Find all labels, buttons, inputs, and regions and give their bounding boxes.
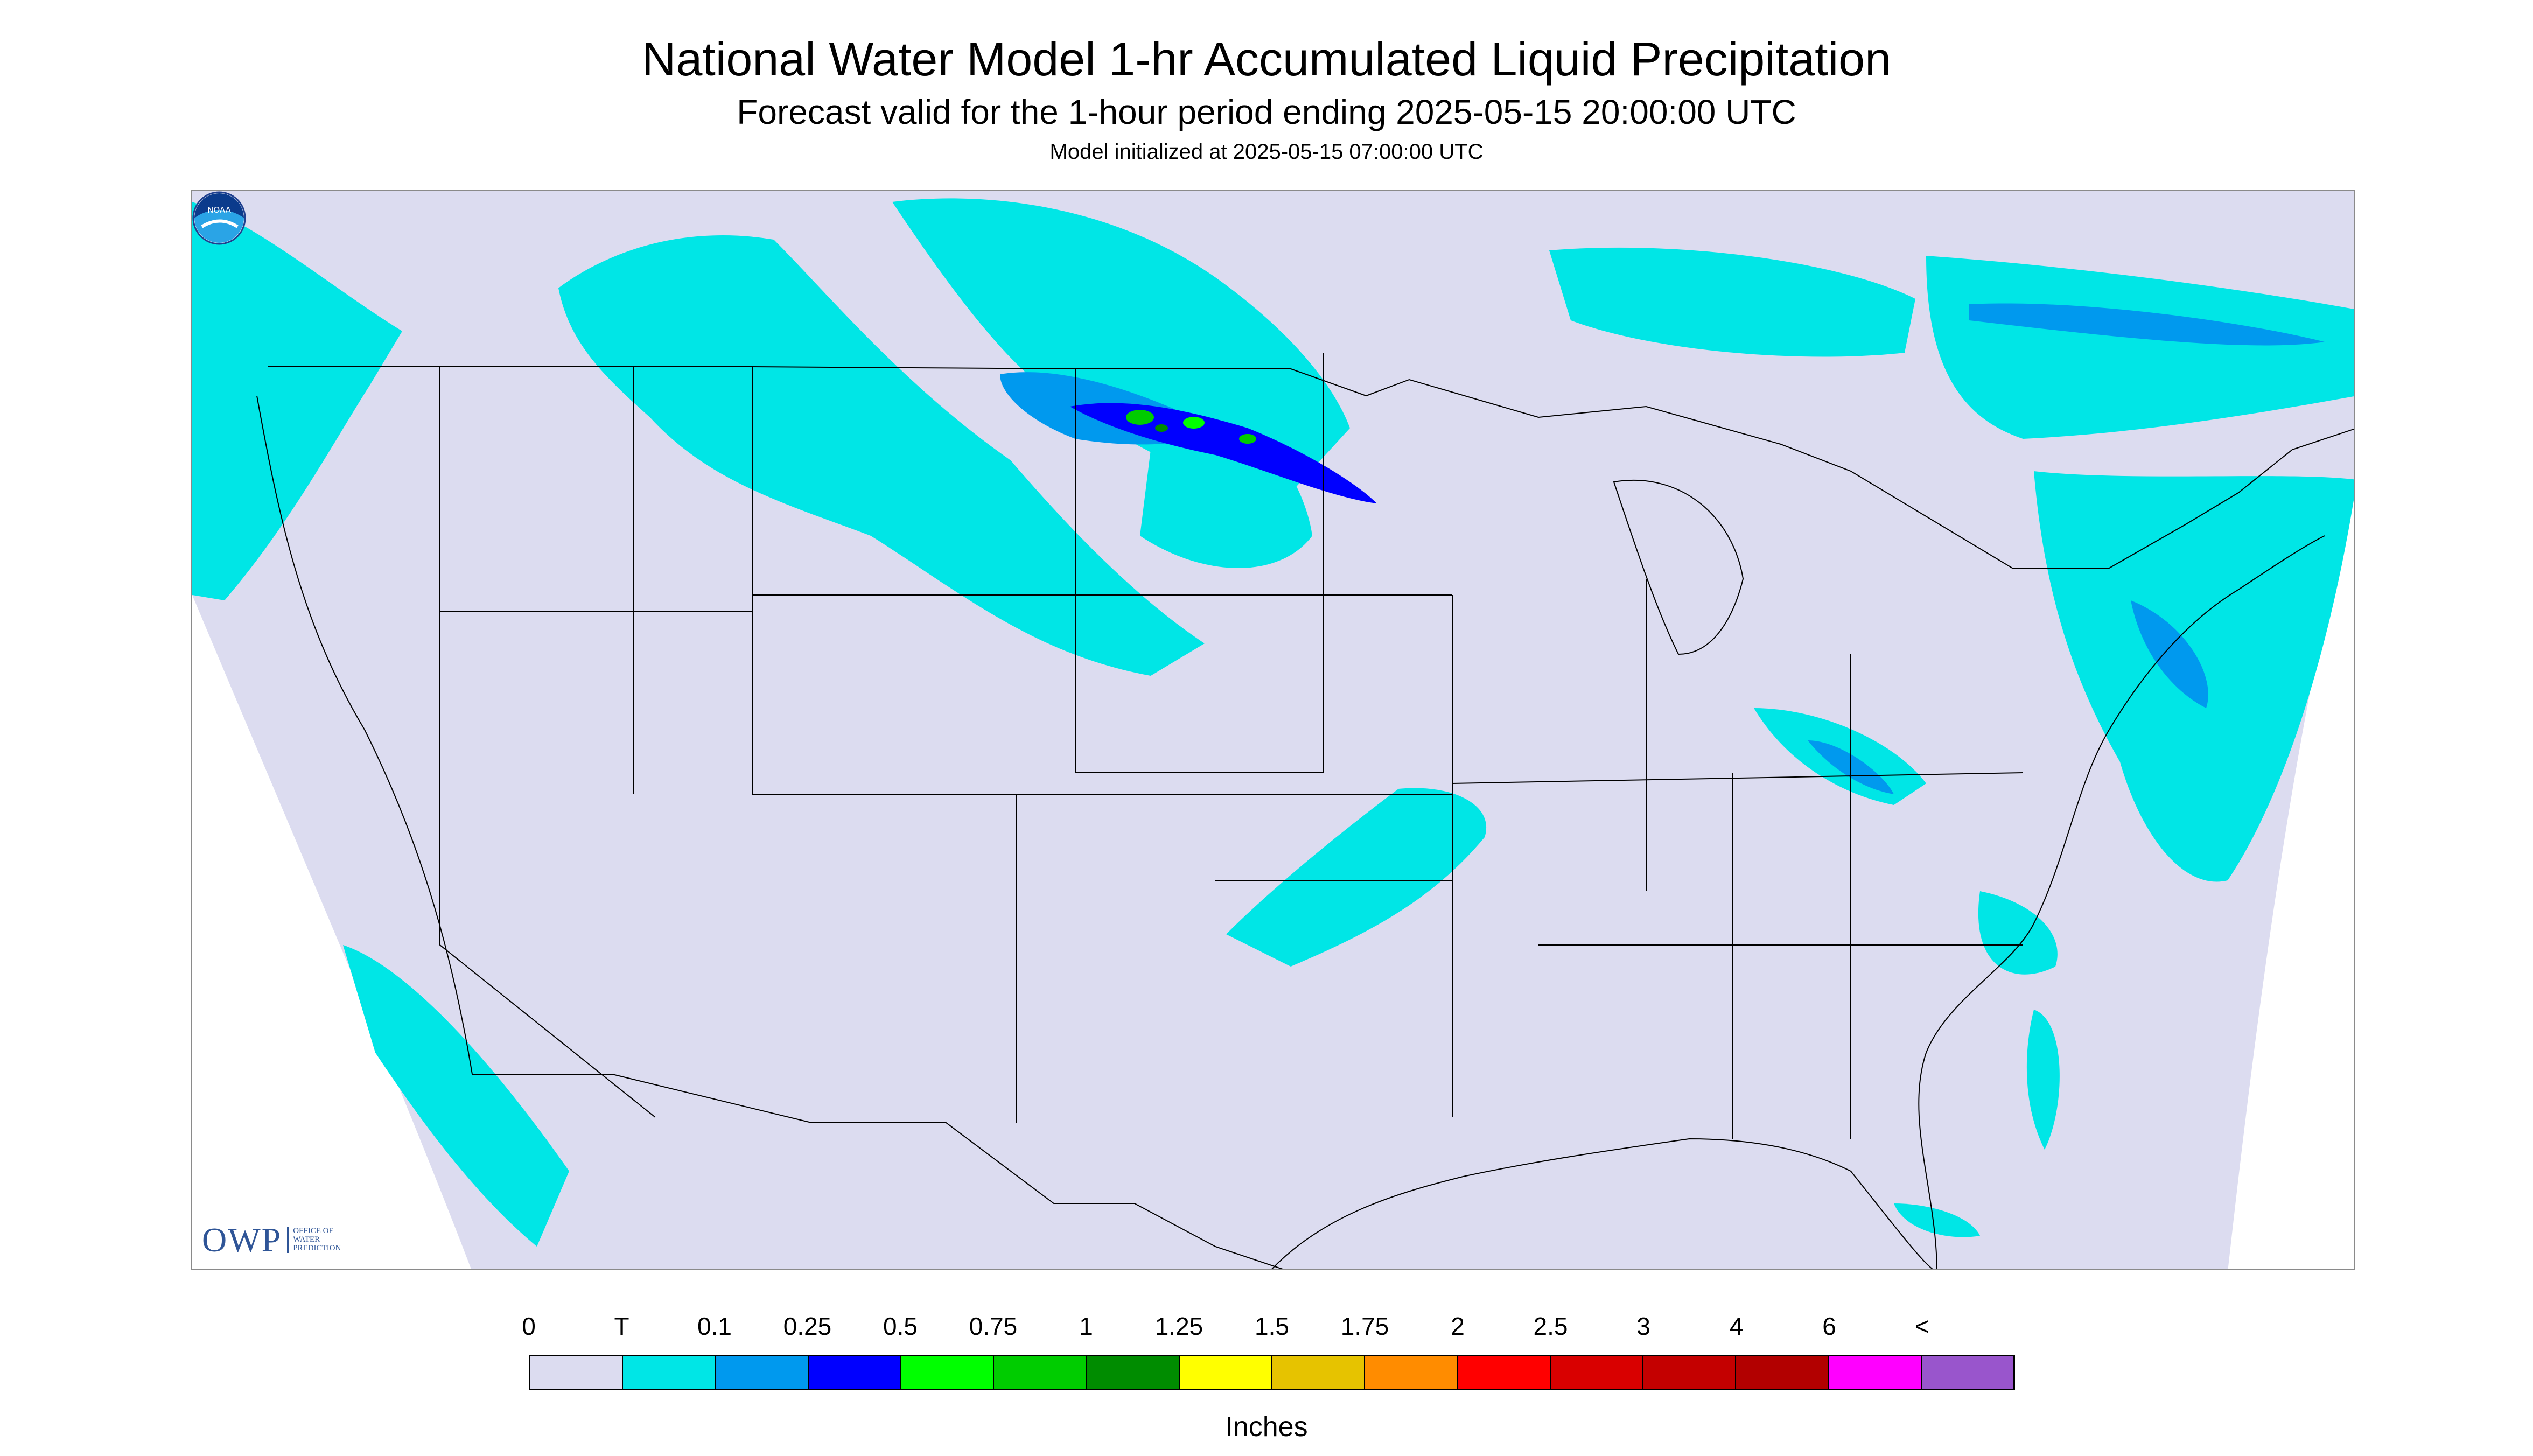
legend-tick-label: 1.5 bbox=[1255, 1312, 1289, 1340]
precip-area-caribbean bbox=[1894, 1203, 1980, 1237]
owp-logo: OWP Office of Water Prediction bbox=[202, 1223, 341, 1257]
owp-logo-line-3: Prediction bbox=[293, 1243, 341, 1252]
precip-heavy bbox=[1126, 410, 1256, 444]
precipitation-legend bbox=[529, 1355, 2015, 1390]
legend-tick-label: 4 bbox=[1729, 1312, 1744, 1340]
precip-band-quebec bbox=[1969, 303, 2325, 346]
legend-tick-label: 6 bbox=[1822, 1312, 1836, 1340]
legend-swatch-4 bbox=[901, 1356, 995, 1389]
precip-area-southern-plains bbox=[1226, 788, 1487, 967]
precip-cell-1 bbox=[1126, 410, 1154, 425]
precip-cell-2 bbox=[1183, 417, 1205, 429]
legend-tick-label: 1 bbox=[1079, 1312, 1093, 1340]
legend-swatch-2 bbox=[716, 1356, 809, 1389]
precip-area-great-lakes bbox=[1549, 247, 1915, 357]
precip-cell-3 bbox=[1239, 434, 1256, 444]
legend-swatch-10 bbox=[1458, 1356, 1551, 1389]
legend-tick-label: 1.25 bbox=[1154, 1312, 1203, 1340]
legend-swatch-15 bbox=[1921, 1356, 2013, 1389]
legend-tick-label: 0 bbox=[522, 1312, 536, 1340]
legend-tick-label: 0.25 bbox=[783, 1312, 832, 1340]
legend-tick-label: 3 bbox=[1636, 1312, 1650, 1340]
legend-units: Inches bbox=[1225, 1411, 1308, 1443]
legend-swatch-11 bbox=[1550, 1356, 1643, 1389]
legend-swatch-7 bbox=[1179, 1356, 1272, 1389]
us-mexico-border bbox=[472, 1074, 1283, 1269]
map-subtitle: Forecast valid for the 1-hour period end… bbox=[737, 93, 1796, 131]
legend-swatch-5 bbox=[994, 1356, 1087, 1389]
legend-swatch-6 bbox=[1087, 1356, 1180, 1389]
noaa-logo-text: NOAA bbox=[207, 205, 231, 215]
legend-tick-label: 0.75 bbox=[969, 1312, 1018, 1340]
owp-logo-text: Office of Water Prediction bbox=[287, 1227, 341, 1253]
legend-tick-label: 1.75 bbox=[1340, 1312, 1389, 1340]
precip-cell-4 bbox=[1155, 424, 1168, 432]
map-canvas bbox=[192, 191, 2354, 1269]
legend-tick-label: 0.1 bbox=[697, 1312, 732, 1340]
legend-swatch-3 bbox=[808, 1356, 901, 1389]
legend-tick-label: < bbox=[1915, 1312, 1929, 1340]
interior-line-2 bbox=[1075, 369, 1323, 773]
precip-area-atlantic bbox=[1978, 891, 2058, 975]
interior-line-1 bbox=[752, 367, 1017, 1123]
owp-logo-letters: OWP bbox=[202, 1221, 282, 1259]
legend-swatch-14 bbox=[1829, 1356, 1922, 1389]
precip-band-new-england bbox=[2131, 600, 2208, 708]
precip-band-dakotas-heavy bbox=[1070, 403, 1377, 503]
precip-area-northern-rockies bbox=[558, 235, 1205, 676]
owp-logo-line-2: Water bbox=[293, 1235, 320, 1244]
legend-tick-label: T bbox=[614, 1312, 629, 1340]
interior-line-7 bbox=[1452, 772, 2024, 784]
precip-area-pacific-nw bbox=[192, 202, 402, 600]
legend-tick-label: 0.5 bbox=[883, 1312, 918, 1340]
legend-swatch-9 bbox=[1365, 1356, 1458, 1389]
legend-swatch-0 bbox=[530, 1356, 624, 1389]
legend-tick-label: 2.5 bbox=[1533, 1312, 1568, 1340]
model-init-time: Model initialized at 2025-05-15 07:00:00… bbox=[1049, 140, 1484, 164]
legend-swatch-1 bbox=[623, 1356, 716, 1389]
precip-trace bbox=[192, 198, 2354, 1247]
great-lakes-shore bbox=[1613, 479, 1744, 655]
gulf-coast bbox=[1271, 1138, 1933, 1269]
interior-line-14 bbox=[439, 367, 656, 1118]
precip-area-gulf-stream bbox=[2026, 1010, 2060, 1150]
atlantic-coast bbox=[1918, 535, 2325, 1269]
owp-logo-line-1: Office of bbox=[293, 1227, 333, 1236]
legend-tick-label: 2 bbox=[1451, 1312, 1465, 1340]
legend-swatch-8 bbox=[1272, 1356, 1366, 1389]
precip-area-quebec bbox=[1926, 256, 2354, 439]
noaa-logo-icon: NOAA bbox=[192, 191, 246, 245]
legend-swatch-13 bbox=[1736, 1356, 1829, 1389]
us-canada-border bbox=[268, 366, 2354, 569]
legend-swatch-12 bbox=[1643, 1356, 1737, 1389]
map-title: National Water Model 1-hr Accumulated Li… bbox=[641, 32, 1892, 86]
precip-area-baja bbox=[343, 945, 569, 1247]
precipitation-map: OWP Office of Water Prediction NOAA bbox=[191, 190, 2355, 1270]
west-coast bbox=[256, 395, 473, 1075]
political-boundaries bbox=[256, 353, 2354, 1269]
